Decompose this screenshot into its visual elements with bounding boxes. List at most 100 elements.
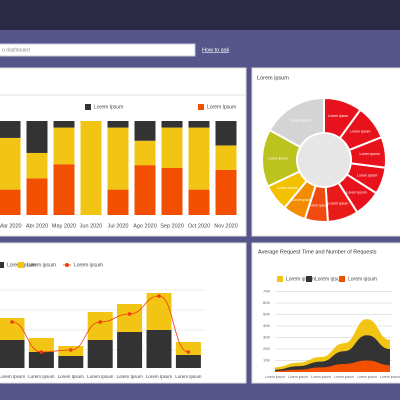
segment-label: Lorem ipsum: [308, 204, 328, 208]
segment-label: Lorem ipsum: [292, 198, 312, 202]
y-tick-label: 10K: [263, 358, 270, 363]
x-tick-label: Jun 2020: [80, 223, 103, 229]
line-marker: [186, 350, 191, 354]
search-placeholder: o dashboard: [2, 47, 30, 53]
bar-segment: [175, 355, 201, 368]
legend-swatch: [85, 104, 91, 110]
x-tick-label: Ago 2020: [133, 223, 157, 229]
segment-label: Lorem ipsum: [350, 130, 370, 134]
legend-marker: [65, 263, 69, 267]
legend-label: Lorem ipsum: [315, 276, 344, 282]
search-box[interactable]: [0, 43, 196, 57]
legend-label: Lorem Ipsum: [94, 104, 123, 110]
panel-title: Lorem ipsum: [257, 75, 289, 81]
x-tick-label: Abr 2020: [26, 223, 48, 229]
segment-label: Lorem ipsum: [328, 202, 348, 206]
bar-segment: [175, 342, 201, 355]
bar-segment: [215, 169, 237, 215]
segment-label: Lorem ipsum: [357, 174, 377, 178]
line-marker: [69, 348, 73, 352]
x-tick-label: Lorem ipsum: [357, 375, 377, 379]
segment-label: Lorem ipsum: [328, 114, 348, 118]
x-tick-label: Lorem ipsum: [265, 375, 285, 379]
legend-swatch: [306, 276, 312, 282]
bar-segment: [161, 168, 183, 215]
bar-segment: [107, 121, 129, 128]
legend-label: Lorem Ipsum: [207, 104, 236, 110]
bar-segment: [80, 121, 102, 215]
bar-segment: [0, 318, 25, 340]
legend-swatch: [18, 262, 24, 268]
bar-segment: [26, 178, 48, 215]
legend-swatch: [339, 276, 345, 282]
legend-label: Lorem ipsum: [27, 262, 56, 268]
donut-hole: [298, 134, 350, 186]
bar-segment: [53, 164, 75, 215]
y-tick-label: 30K: [263, 335, 270, 340]
bar-segment: [26, 121, 48, 153]
area: [275, 360, 390, 372]
segment-label: Lorem ipsum: [346, 190, 366, 194]
help-link[interactable]: How to ask: [202, 47, 229, 53]
bar-segment: [188, 189, 210, 215]
top-bar: [0, 0, 400, 30]
bar-segment: [87, 340, 113, 368]
x-tick-label: Lorem ipsum: [288, 375, 308, 379]
line-marker: [127, 312, 132, 316]
x-tick-label: Mar 2020: [0, 223, 22, 229]
bar-segment: [107, 127, 129, 190]
line-marker: [39, 350, 44, 354]
legend-label: Lorem ipsum: [74, 262, 103, 268]
x-tick-label: Lorem ipsum: [334, 375, 354, 379]
x-tick-label: Nov 2020: [214, 223, 238, 229]
line-marker: [98, 320, 102, 324]
y-tick-label: 50K: [263, 312, 270, 317]
x-tick-label: May 2020: [52, 223, 76, 229]
legend-swatch: [198, 104, 204, 110]
bar-segment: [117, 332, 143, 368]
line-marker: [10, 320, 14, 324]
bar-segment: [146, 330, 172, 368]
y-tick-label: 70K: [263, 289, 270, 294]
bar-segment: [0, 137, 21, 190]
bar-segment: [134, 121, 156, 141]
bar-segment: [215, 121, 237, 146]
bar-segment: [0, 121, 21, 138]
bar-segment: [134, 165, 156, 215]
segment-label: Lorem ipsum: [290, 118, 310, 122]
x-tick-label: Lorem Ipsum: [0, 374, 25, 379]
segment-label: Lorem ipsum: [268, 156, 288, 160]
legend-label: Lorem ipsum: [348, 276, 377, 282]
x-tick-label: Lorem Ipsum: [28, 374, 55, 379]
bar-segment: [0, 189, 21, 215]
legend-swatch: [0, 262, 4, 268]
y-tick-label: 60K: [263, 300, 270, 305]
line-marker: [157, 294, 161, 298]
bar-segment: [161, 121, 183, 128]
bar-segment: [134, 140, 156, 166]
x-tick-label: Lorem Ipsum: [116, 374, 143, 379]
bar-segment: [53, 121, 75, 128]
bar-segment: [117, 304, 143, 332]
x-tick-label: Jul 2020: [108, 223, 129, 229]
donut-segment: [268, 96, 325, 149]
bar-segment: [161, 127, 183, 168]
panel-title: Average Request Time and Number of Reque…: [258, 249, 377, 255]
segment-label: Lorem ipsum: [278, 186, 298, 190]
legend-swatch: [277, 276, 283, 282]
x-tick-label: Lorem Ipsum: [146, 374, 173, 379]
bar-segment: [28, 338, 54, 352]
bar-segment: [53, 127, 75, 165]
x-tick-label: Lorem Ipsum: [58, 374, 85, 379]
bar-segment: [26, 152, 48, 179]
bar-segment: [215, 145, 237, 170]
bar-segment: [188, 121, 210, 128]
bar-segment: [58, 356, 84, 368]
bar-segment: [188, 127, 210, 190]
legend-label: Lorem ipsum: [286, 276, 315, 282]
x-tick-label: Lorem ipsum: [380, 375, 400, 379]
x-tick-label: Oct 2020: [188, 223, 210, 229]
y-tick-label: 40K: [263, 323, 270, 328]
